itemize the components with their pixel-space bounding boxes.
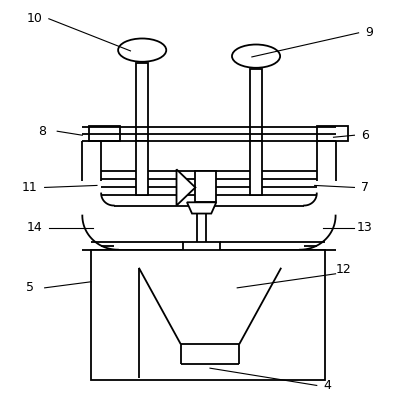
Text: 5: 5 bbox=[26, 281, 34, 294]
Bar bbox=[183, 242, 220, 268]
Text: 6: 6 bbox=[361, 129, 369, 142]
Polygon shape bbox=[187, 202, 216, 214]
Bar bbox=[317, 126, 348, 141]
Text: 7: 7 bbox=[361, 181, 369, 194]
Bar bbox=[136, 63, 148, 141]
Bar bbox=[250, 141, 262, 195]
Text: 8: 8 bbox=[39, 125, 47, 138]
Text: 11: 11 bbox=[22, 181, 38, 194]
Text: 13: 13 bbox=[357, 221, 373, 234]
Text: 9: 9 bbox=[365, 26, 373, 39]
Text: 10: 10 bbox=[26, 12, 42, 25]
Bar bbox=[250, 69, 262, 141]
Text: 14: 14 bbox=[26, 221, 42, 234]
Polygon shape bbox=[176, 169, 195, 206]
Bar bbox=[91, 250, 325, 380]
Text: 12: 12 bbox=[336, 263, 352, 276]
Bar bbox=[195, 171, 216, 202]
Bar bbox=[89, 126, 120, 141]
Bar bbox=[136, 141, 148, 195]
Text: 4: 4 bbox=[323, 379, 331, 392]
